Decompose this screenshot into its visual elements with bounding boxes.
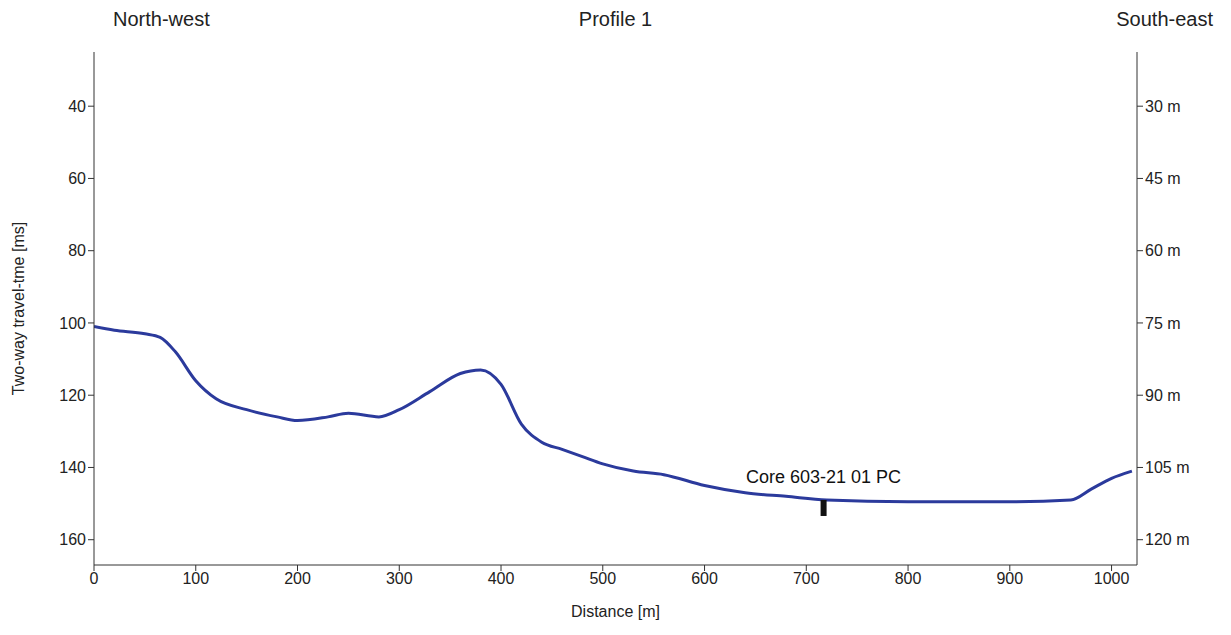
svg-text:0: 0 <box>90 570 99 587</box>
svg-text:45 m: 45 m <box>1145 170 1181 187</box>
svg-text:900: 900 <box>996 570 1023 587</box>
svg-text:500: 500 <box>589 570 616 587</box>
svg-text:105 m: 105 m <box>1145 459 1189 476</box>
svg-text:100: 100 <box>182 570 209 587</box>
svg-text:60: 60 <box>68 170 86 187</box>
svg-text:30 m: 30 m <box>1145 98 1181 115</box>
svg-text:Two-way travel-tme [ms]: Two-way travel-tme [ms] <box>10 222 27 395</box>
svg-text:120: 120 <box>59 387 86 404</box>
html-text:North-west: North-west <box>113 8 210 30</box>
svg-text:120 m: 120 m <box>1145 531 1189 548</box>
svg-text:140: 140 <box>59 459 86 476</box>
svg-text:200: 200 <box>284 570 311 587</box>
svg-text:600: 600 <box>691 570 718 587</box>
html-text:Profile 1: Profile 1 <box>578 8 653 30</box>
svg-text:90 m: 90 m <box>1145 387 1181 404</box>
svg-text:75 m: 75 m <box>1145 315 1181 332</box>
svg-text:700: 700 <box>793 570 820 587</box>
svg-text:800: 800 <box>895 570 922 587</box>
html-text:South-east: South-east <box>1116 8 1213 30</box>
svg-text:160: 160 <box>59 531 86 548</box>
svg-text:Distance [m]: Distance [m] <box>571 603 660 620</box>
svg-text:80: 80 <box>68 242 86 259</box>
svg-text:1000: 1000 <box>1094 570 1130 587</box>
svg-text:40: 40 <box>68 98 86 115</box>
svg-text:100: 100 <box>59 315 86 332</box>
svg-text:300: 300 <box>386 570 413 587</box>
svg-text:Core 603-21 01 PC: Core 603-21 01 PC <box>746 467 901 487</box>
svg-text:400: 400 <box>488 570 515 587</box>
svg-text:60 m: 60 m <box>1145 242 1181 259</box>
